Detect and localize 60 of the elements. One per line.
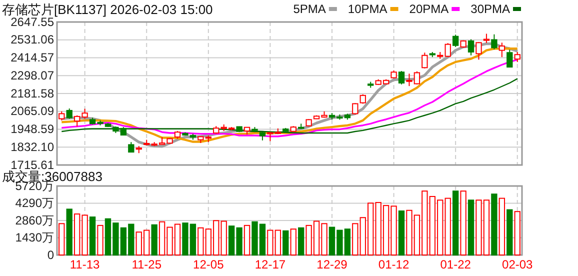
chart-title: 存储芯片[BK1137] 2026-02-03 15:00 — [2, 2, 213, 17]
candlestick — [476, 42, 482, 60]
candlestick — [506, 49, 513, 68]
bar — [498, 198, 506, 256]
bar — [89, 216, 96, 256]
candlestick — [514, 52, 520, 62]
x-tick-label: 11-13 — [70, 258, 100, 272]
bar — [444, 198, 451, 256]
bar — [298, 227, 304, 256]
candlestick — [66, 108, 72, 120]
y-tick-label: 2065.09 — [10, 104, 54, 118]
bar — [66, 208, 72, 256]
y-tick-label: 2181.58 — [10, 86, 54, 100]
y-tick-label: 1832.10 — [10, 140, 54, 154]
candlestick — [498, 42, 506, 58]
x-tick-label: 11-25 — [132, 258, 162, 272]
candlestick — [452, 34, 459, 48]
y-tick-label: 2531.06 — [10, 32, 54, 47]
candlestick — [468, 38, 474, 56]
bar — [506, 209, 513, 256]
bar — [514, 211, 520, 256]
x-tick-label: 01-12 — [378, 258, 410, 272]
bar — [452, 190, 459, 256]
bar — [468, 200, 474, 256]
bar — [97, 224, 104, 256]
bar — [244, 224, 250, 256]
y-tick-label: 1948.59 — [10, 122, 54, 136]
bar — [460, 190, 466, 256]
legend-label: 30PMA — [470, 2, 510, 16]
y-tick-label: 0 — [47, 248, 54, 262]
y-tick-label: 2298.07 — [10, 68, 54, 82]
candlestick — [422, 52, 428, 69]
y-tick-label: 1430万 — [15, 230, 54, 245]
bar — [58, 223, 65, 256]
y-tick-label: 4290万 — [15, 196, 54, 210]
legend-label: 10PMA — [348, 2, 388, 16]
x-tick-label: 12-29 — [316, 258, 348, 272]
y-tick-label: 2414.57 — [10, 50, 54, 65]
legend-label: 5PMA — [293, 2, 326, 16]
candlestick — [352, 102, 358, 115]
candlestick — [58, 110, 65, 121]
x-tick-label: 02-03 — [502, 258, 534, 272]
candlestick — [491, 34, 498, 50]
y-tick-label: 2860万 — [15, 213, 54, 228]
y-tick-label: 2647.55 — [10, 14, 54, 29]
bar — [290, 228, 296, 256]
x-tick-label: 01-22 — [440, 258, 472, 272]
x-tick-label: 12-17 — [254, 258, 286, 272]
candlestick — [483, 33, 490, 44]
candlestick — [128, 142, 134, 153]
bar — [491, 194, 498, 256]
bar — [398, 210, 405, 256]
bar — [151, 224, 158, 256]
legend-label: 20PMA — [409, 2, 449, 16]
x-tick-label: 12-05 — [193, 258, 224, 272]
bar — [282, 230, 289, 256]
candlestick — [444, 42, 451, 58]
candlestick — [398, 70, 405, 85]
bar — [220, 220, 227, 256]
bar — [352, 223, 358, 256]
